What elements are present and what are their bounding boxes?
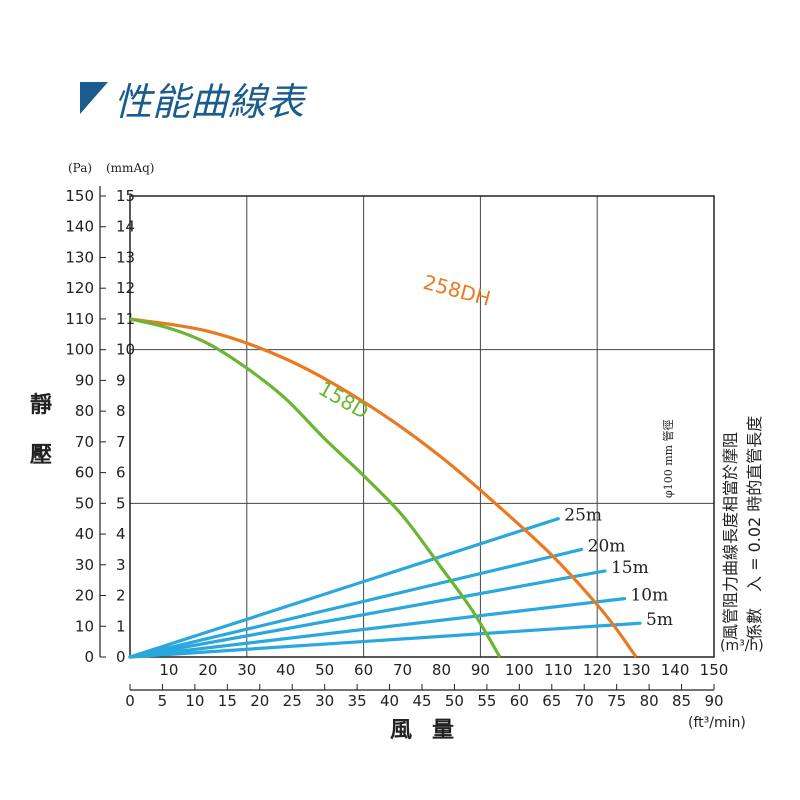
- x-tick-cfm: 40: [380, 692, 399, 710]
- y-tick-pa: 60: [75, 464, 94, 482]
- x-tick-cfm: 15: [218, 692, 237, 710]
- x-tick-cfm: 80: [640, 692, 659, 710]
- duct-line: [128, 621, 642, 659]
- y-tick-mmaq: 13: [116, 248, 135, 266]
- x-tick-cfm: 70: [575, 692, 594, 710]
- x-unit-cfm: (ft³/min): [688, 715, 746, 731]
- x-tick-m3h: 130: [622, 661, 651, 679]
- duct-note-line2: 係數 入 = 0.02 時的直管長度: [745, 416, 764, 640]
- plot-frame: [129, 195, 715, 658]
- x-tick-cfm: 20: [250, 692, 269, 710]
- y-tick-pa: 150: [65, 187, 94, 205]
- y-tick-mmaq: 6: [116, 464, 126, 482]
- x-tick-m3h: 100: [505, 661, 534, 679]
- x-tick-m3h: 50: [315, 661, 334, 679]
- y-tick-pa: 30: [75, 556, 94, 574]
- y-axis-title-char1: 靜: [30, 392, 52, 418]
- y-tick-pa: 120: [65, 279, 94, 297]
- x-tick-cfm: 10: [185, 692, 204, 710]
- x-tick-m3h: 140: [661, 661, 690, 679]
- x-tick-labels: 10 20 30 40 50 60 70 80 90 100 110 120 130 140 150 0 5 10…: [125, 661, 728, 710]
- x-tick-cfm: 85: [672, 692, 691, 710]
- duct-line: [128, 547, 584, 659]
- x-tick-cfm: 65: [542, 692, 561, 710]
- y-tick-pa: 110: [65, 310, 94, 328]
- y-tick-pa: 130: [65, 248, 94, 266]
- y-tick-mmaq: 15: [116, 187, 135, 205]
- page-title: 性能曲線表: [114, 80, 308, 124]
- y-tick-mmaq: 0: [116, 648, 126, 666]
- x-tick-cfm: 25: [283, 692, 302, 710]
- x-axis-title-char2: 量: [432, 717, 454, 743]
- duct-line-label: 25m: [564, 506, 602, 526]
- x-tick-m3h: 90: [471, 661, 490, 679]
- x-tick-cfm: 45: [412, 692, 431, 710]
- title-triangle-icon: [80, 82, 108, 114]
- x-tick-m3h: 110: [544, 661, 573, 679]
- y-unit-pa: (Pa): [68, 161, 92, 175]
- y-tick-mmaq: 11: [116, 310, 135, 328]
- y-tick-pa: 90: [75, 371, 94, 389]
- y-tick-mmaq: 1: [116, 617, 126, 635]
- x-tick-cfm: 30: [315, 692, 334, 710]
- series-label-258DH: 258DH: [421, 270, 493, 311]
- y-tick-mmaq: 7: [116, 433, 126, 451]
- duct-line-label: 5m: [646, 610, 673, 630]
- y-tick-mmaq: 3: [116, 556, 126, 574]
- duct-line-label: 20m: [588, 536, 626, 556]
- y-tick-labels: 0102030405060708090100110120130140150012…: [65, 187, 135, 666]
- x-tick-m3h: 10: [159, 661, 178, 679]
- x-tick-cfm: 0: [125, 692, 135, 710]
- y-tick-mmaq: 8: [116, 402, 126, 420]
- series-curve-258DH: [129, 317, 638, 658]
- y-unit-mmaq: (mmAq): [106, 161, 154, 175]
- y-axis-title-char2: 壓: [30, 442, 52, 468]
- y-tick-pa: 40: [75, 525, 94, 543]
- x-tick-m3h: 40: [276, 661, 295, 679]
- x-unit-m3h: (m³/h): [720, 638, 764, 654]
- duct-line-label: 15m: [611, 558, 649, 578]
- duct-line: [128, 597, 627, 659]
- x-tick-cfm: 50: [445, 692, 464, 710]
- y-tick-pa: 50: [75, 494, 94, 512]
- duct-diameter-note: φ100 mm 管徑: [661, 419, 675, 498]
- x-tick-cfm: 90: [704, 692, 723, 710]
- y-tick-pa: 20: [75, 587, 94, 605]
- y-tick-pa: 80: [75, 402, 94, 420]
- duct-line: [128, 569, 607, 659]
- y-tick-pa: 100: [65, 341, 94, 359]
- y-tick-mmaq: 12: [116, 279, 135, 297]
- x-tick-cfm: 55: [477, 692, 496, 710]
- y-tick-mmaq: 2: [116, 587, 126, 605]
- x-tick-cfm: 60: [510, 692, 529, 710]
- x-tick-m3h: 60: [354, 661, 373, 679]
- x-tick-m3h: 70: [393, 661, 412, 679]
- y-tick-pa: 0: [84, 648, 94, 666]
- series-curve-158D: [129, 317, 502, 658]
- y-tick-mmaq: 5: [116, 494, 126, 512]
- x-tick-m3h: 20: [198, 661, 217, 679]
- duct-line-label: 10m: [630, 586, 668, 606]
- x-tick-m3h: 150: [700, 661, 729, 679]
- x-tick-cfm: 75: [607, 692, 626, 710]
- y-tick-mmaq: 10: [116, 341, 135, 359]
- duct-note-line1: 風管阻力曲線長度相當於摩阻: [721, 432, 740, 640]
- duct-line: [128, 517, 560, 659]
- y-tick-pa: 140: [65, 218, 94, 236]
- x-tick-m3h: 120: [583, 661, 612, 679]
- y-tick-pa: 70: [75, 433, 94, 451]
- grid: [99, 186, 715, 691]
- x-tick-cfm: 5: [158, 692, 168, 710]
- x-tick-cfm: 35: [348, 692, 367, 710]
- y-tick-mmaq: 9: [116, 371, 126, 389]
- x-axis-title-char1: 風: [390, 717, 412, 743]
- x-tick-m3h: 30: [237, 661, 256, 679]
- y-tick-mmaq: 4: [116, 525, 126, 543]
- y-tick-mmaq: 14: [116, 218, 135, 236]
- y-tick-pa: 10: [75, 617, 94, 635]
- x-tick-m3h: 80: [432, 661, 451, 679]
